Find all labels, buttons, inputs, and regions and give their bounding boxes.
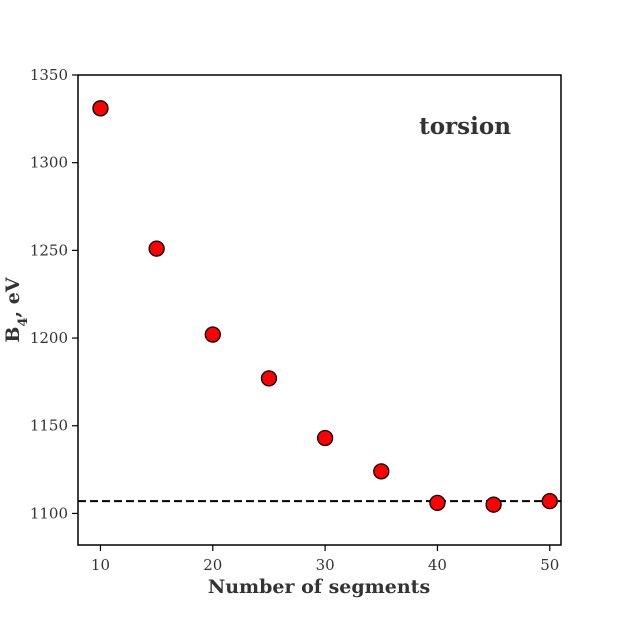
data-point [148,240,165,257]
y-axis-title-base: B [2,327,24,343]
y-tick-label: 1300 [30,154,68,172]
y-axis-title: B4, eV [2,276,31,342]
annotation-label: torsion [419,113,511,140]
y-axis-title-subscript: 4 [16,317,31,326]
x-tick-label: 30 [316,556,335,574]
y-tick-label: 1200 [30,329,68,347]
x-tick-label: 50 [540,556,559,574]
y-tick-label: 1250 [30,241,68,259]
x-tick-label: 10 [91,556,110,574]
y-tick-label: 1100 [30,504,68,522]
x-axis-title: Number of segments [208,576,430,598]
data-points [92,100,558,513]
data-point [541,493,558,510]
data-point [92,100,109,117]
y-axis-title-rest: , eV [2,276,24,317]
data-point [204,326,221,343]
y-tick-label: 1150 [30,417,68,435]
data-point [429,494,446,512]
data-point [373,463,390,480]
x-axis-ticks: 10 20 30 40 50 [91,545,559,574]
data-point [260,370,278,387]
y-axis-ticks: 1100 1150 1200 1250 1300 1350 [30,66,78,522]
data-point [485,496,502,513]
x-tick-label: 40 [428,556,447,574]
x-tick-label: 20 [203,556,222,574]
y-tick-label: 1350 [30,66,68,84]
plot-frame [77,74,562,546]
data-point [316,429,334,447]
